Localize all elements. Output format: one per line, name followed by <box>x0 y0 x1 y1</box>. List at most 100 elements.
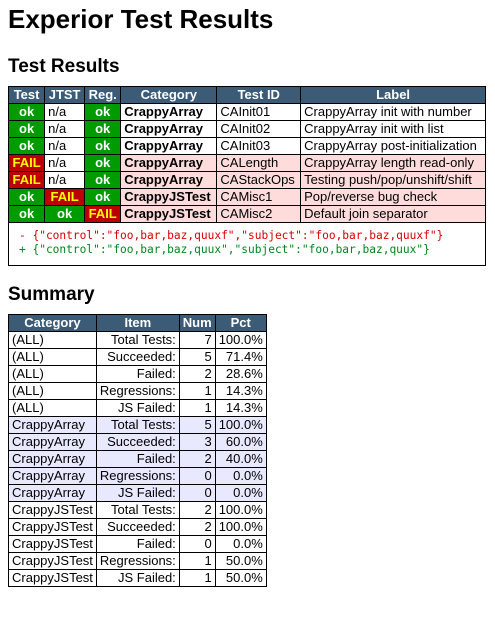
summary-num-cell: 0 <box>178 535 216 553</box>
jtst-status-cell: n/a <box>44 154 86 172</box>
summary-category-cell: CrappyJSTest <box>8 518 97 536</box>
category-cell: CrappyArray <box>120 171 218 189</box>
col-jtst: JTST <box>44 86 86 104</box>
summary-pct-cell: 50.0% <box>214 569 267 587</box>
summary-item-cell: Regressions: <box>95 552 180 570</box>
summary-num-cell: 1 <box>178 399 216 417</box>
summary-item-cell: Succeeded: <box>95 433 180 451</box>
category-cell: CrappyJSTest <box>120 205 218 223</box>
result-row: ok FAIL ok CrappyJSTest CAMisc1 Pop/reverse b… <box>7 188 486 206</box>
summary-item-cell: Succeeded: <box>95 348 180 366</box>
summary-pct-cell: 100.0% <box>214 416 267 434</box>
summary-category-cell: CrappyArray <box>8 416 97 434</box>
summary-category-cell: CrappyArray <box>8 467 97 485</box>
test-status-cell: ok <box>7 103 46 121</box>
col-item: Item <box>95 314 180 332</box>
category-cell: CrappyArray <box>120 154 218 172</box>
summary-pct-cell: 100.0% <box>214 518 267 536</box>
summary-category-cell: CrappyJSTest <box>8 501 97 519</box>
label-cell: CrappyArray post-initialization <box>300 137 486 155</box>
results-table: Test JTST Reg. Category Test ID Label ok… <box>7 86 486 223</box>
diff-block: - {"control":"foo,bar,baz,quuxf","subjec… <box>8 223 486 266</box>
result-row: ok n/a ok CrappyArray CAInit03 CrappyArray po… <box>7 137 486 155</box>
summary-row: (ALL) Total Tests: 7 100.0% <box>8 331 267 349</box>
col-category: Category <box>120 86 218 104</box>
results-header-row: Test JTST Reg. Category Test ID Label <box>7 86 486 104</box>
summary-category-cell: CrappyJSTest <box>8 535 97 553</box>
col-num: Num <box>178 314 216 332</box>
label-cell: Pop/reverse bug check <box>300 188 486 206</box>
summary-row: (ALL) Failed: 2 28.6% <box>8 365 267 383</box>
test-status-cell: ok <box>7 120 46 138</box>
page-title: Experior Test Results <box>8 4 274 34</box>
jtst-status-cell: n/a <box>44 120 86 138</box>
page: Experior Test Results Test Results Test … <box>0 4 495 587</box>
summary-item-cell: Total Tests: <box>95 501 180 519</box>
summary-num-cell: 5 <box>178 348 216 366</box>
summary-pct-cell: 60.0% <box>214 433 267 451</box>
col-label: Label <box>300 86 486 104</box>
diff-removed-line: - {"control":"foo,bar,baz,quuxf","subjec… <box>19 229 444 242</box>
summary-num-cell: 5 <box>178 416 216 434</box>
summary-num-cell: 0 <box>178 467 216 485</box>
result-row: ok ok FAIL CrappyJSTest CAMisc2 Default join … <box>7 205 486 223</box>
summary-item-cell: Failed: <box>95 450 180 468</box>
col-category: Category <box>8 314 97 332</box>
reg-status-cell: ok <box>84 188 122 206</box>
summary-item-cell: JS Failed: <box>95 399 180 417</box>
label-cell: Default join separator <box>300 205 486 223</box>
test-id-cell: CAInit01 <box>216 103 302 121</box>
summary-num-cell: 7 <box>178 331 216 349</box>
summary-row: CrappyJSTest Succeeded: 2 100.0% <box>8 518 267 536</box>
summary-pct-cell: 100.0% <box>214 331 267 349</box>
summary-pct-cell: 50.0% <box>214 552 267 570</box>
test-id-cell: CALength <box>216 154 302 172</box>
summary-item-cell: Succeeded: <box>95 518 180 536</box>
summary-category-cell: CrappyArray <box>8 433 97 451</box>
results-heading: Test Results <box>8 56 120 77</box>
summary-num-cell: 3 <box>178 433 216 451</box>
test-status-cell: FAIL <box>7 171 46 189</box>
summary-item-cell: JS Failed: <box>95 484 180 502</box>
summary-pct-cell: 0.0% <box>214 484 267 502</box>
test-id-cell: CAInit03 <box>216 137 302 155</box>
summary-pct-cell: 71.4% <box>214 348 267 366</box>
test-status-cell: ok <box>7 137 46 155</box>
category-cell: CrappyArray <box>120 103 218 121</box>
summary-row: CrappyArray Total Tests: 5 100.0% <box>8 416 267 434</box>
summary-category-cell: CrappyJSTest <box>8 569 97 587</box>
summary-row: (ALL) Succeeded: 5 71.4% <box>8 348 267 366</box>
reg-status-cell: ok <box>84 137 122 155</box>
jtst-status-cell: ok <box>44 205 86 223</box>
summary-category-cell: CrappyArray <box>8 450 97 468</box>
summary-pct-cell: 14.3% <box>214 382 267 400</box>
summary-item-cell: Regressions: <box>95 467 180 485</box>
reg-status-cell: ok <box>84 103 122 121</box>
jtst-status-cell: n/a <box>44 103 86 121</box>
label-cell: CrappyArray length read-only <box>300 154 486 172</box>
summary-row: CrappyJSTest JS Failed: 1 50.0% <box>8 569 267 587</box>
summary-num-cell: 1 <box>178 569 216 587</box>
summary-heading: Summary <box>8 284 95 305</box>
summary-row: CrappyJSTest Total Tests: 2 100.0% <box>8 501 267 519</box>
summary-row: (ALL) JS Failed: 1 14.3% <box>8 399 267 417</box>
col-test-id: Test ID <box>216 86 302 104</box>
label-cell: Testing push/pop/unshift/shift <box>300 171 486 189</box>
test-id-cell: CAMisc2 <box>216 205 302 223</box>
summary-item-cell: Failed: <box>95 365 180 383</box>
summary-category-cell: (ALL) <box>8 399 97 417</box>
col-pct: Pct <box>214 314 267 332</box>
summary-pct-cell: 100.0% <box>214 501 267 519</box>
test-id-cell: CAStackOps <box>216 171 302 189</box>
test-status-cell: ok <box>7 188 46 206</box>
summary-category-cell: CrappyArray <box>8 484 97 502</box>
summary-row: CrappyJSTest Regressions: 1 50.0% <box>8 552 267 570</box>
jtst-status-cell: n/a <box>44 137 86 155</box>
summary-pct-cell: 40.0% <box>214 450 267 468</box>
summary-row: CrappyArray JS Failed: 0 0.0% <box>8 484 267 502</box>
summary-category-cell: (ALL) <box>8 348 97 366</box>
col-reg: Reg. <box>84 86 122 104</box>
summary-row: CrappyArray Failed: 2 40.0% <box>8 450 267 468</box>
summary-table: Category Item Num Pct (ALL) Total Tests: 7… <box>8 314 267 587</box>
summary-category-cell: (ALL) <box>8 365 97 383</box>
